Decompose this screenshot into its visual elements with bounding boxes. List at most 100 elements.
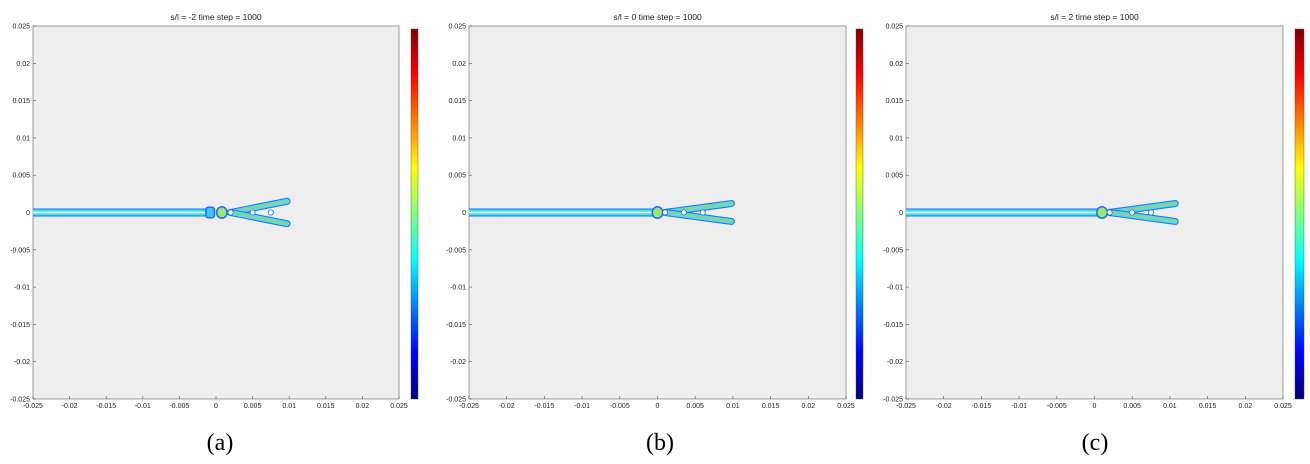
y-tick-label: 0.005 — [12, 173, 30, 180]
x-tick-label: 0.005 — [244, 403, 262, 410]
x-tick-label: -0.015 — [971, 403, 991, 410]
y-tick-label: -0.02 — [450, 359, 466, 366]
chart-a: s/l = -2 time step = 1000 -0.025 -0.02 -0.0… — [10, 12, 419, 410]
y-tick-label: 0.015 — [885, 98, 903, 105]
y-tick-label: 0.01 — [16, 135, 30, 142]
x-tick-label: 0.02 — [356, 403, 370, 410]
panel-c: s/l = 2 time step = 1000 -0.025 -0.02 -0.01… — [875, 0, 1310, 464]
x-tick-label: 0.015 — [317, 403, 335, 410]
y-tick-label: -0.025 — [446, 397, 466, 404]
caption-c: (c) — [1081, 430, 1109, 456]
crack-hole — [699, 209, 706, 216]
x-tick-label: 0.025 — [1274, 403, 1292, 410]
colorbar — [410, 28, 419, 400]
crack-core — [469, 211, 656, 214]
y-tick-label: 0.025 — [12, 24, 30, 31]
crack-path — [469, 200, 735, 225]
y-tick-label: 0.005 — [885, 173, 903, 180]
y-tick-label: 0.025 — [448, 24, 466, 31]
crack-hole — [267, 209, 274, 216]
x-tick-label: -0.02 — [62, 403, 78, 410]
x-tick-label: -0.01 — [135, 403, 151, 410]
crack-hole — [1129, 209, 1136, 216]
crack-hole — [227, 209, 234, 216]
y-tick-label: 0.005 — [448, 173, 466, 180]
branch-bulb — [653, 207, 662, 218]
x-tick-label: 0 — [214, 403, 218, 410]
caption-b: (b) — [646, 430, 674, 456]
branch-bulb — [1097, 207, 1107, 218]
x-tick-label: 0.005 — [1123, 403, 1141, 410]
y-tick-label: -0.025 — [10, 397, 30, 404]
x-tick-label: -0.025 — [23, 403, 43, 410]
chart-c: s/l = 2 time step = 1000 -0.025 -0.02 -0.01… — [883, 12, 1305, 410]
y-tick-label: 0.01 — [889, 135, 903, 142]
branch-upper-core — [230, 200, 288, 214]
y-tick-label: 0 — [462, 210, 466, 217]
x-tick-label: -0.025 — [459, 403, 479, 410]
y-tick-label: -0.015 — [883, 322, 903, 329]
branch-upper-core — [1109, 202, 1176, 214]
x-tick-label: 0.025 — [390, 403, 408, 410]
x-tick-label: 0.015 — [762, 403, 780, 410]
y-tick-label: 0.015 — [12, 98, 30, 105]
crack-core — [906, 211, 1099, 214]
branch-upper-core — [664, 202, 732, 214]
chart-title: s/l = 2 time step = 1000 — [1050, 12, 1139, 22]
x-tick-label: 0.005 — [686, 403, 704, 410]
crack-path — [33, 197, 291, 228]
y-tick-label: -0.02 — [887, 359, 903, 366]
x-tick-label: -0.02 — [499, 403, 515, 410]
y-tick-label: -0.02 — [14, 359, 30, 366]
crack-hole — [680, 209, 687, 216]
panel-b: s/l = 0 time step = 1000 -0.025 -0.02 -0.01… — [437, 0, 877, 464]
damage-blob-core — [206, 208, 214, 217]
x-tick-label: 0 — [1093, 403, 1097, 410]
colorbar — [855, 28, 864, 400]
y-tick-label: 0.02 — [889, 61, 903, 68]
y-tick-label: -0.015 — [446, 322, 466, 329]
x-tick-label: -0.005 — [1047, 403, 1067, 410]
y-tick-label: -0.025 — [883, 397, 903, 404]
crack-path — [906, 200, 1179, 225]
y-tick-label: -0.005 — [446, 247, 466, 254]
x-tick-label: 0.02 — [801, 403, 815, 410]
branch-lower-core — [230, 211, 288, 225]
x-tick-label: -0.005 — [610, 403, 630, 410]
crack-hole — [1148, 209, 1155, 216]
y-tick-label: 0.015 — [448, 98, 466, 105]
y-tick-label: 0 — [899, 210, 903, 217]
y-tick-label: -0.01 — [887, 285, 903, 292]
y-tick-label: -0.005 — [883, 247, 903, 254]
y-tick-label: 0.02 — [452, 61, 466, 68]
y-tick-label: -0.005 — [10, 247, 30, 254]
branch-lower-core — [1109, 211, 1176, 223]
crack-hole — [662, 209, 669, 216]
branch-bulb — [217, 207, 227, 218]
x-tick-label: 0.01 — [282, 403, 296, 410]
x-tick-label: 0.025 — [837, 403, 855, 410]
x-tick-label: -0.01 — [1011, 403, 1027, 410]
chart-title: s/l = 0 time step = 1000 — [613, 12, 702, 22]
x-tick-label: -0.015 — [96, 403, 116, 410]
crack-hole — [249, 209, 256, 216]
y-tick-label: -0.01 — [14, 285, 30, 292]
y-tick-label: 0.01 — [452, 135, 466, 142]
x-tick-label: -0.02 — [936, 403, 952, 410]
y-tick-label: 0.025 — [885, 24, 903, 31]
chart-b: s/l = 0 time step = 1000 -0.025 -0.02 -0.01… — [446, 12, 864, 410]
x-tick-label: 0.01 — [1163, 403, 1177, 410]
y-tick-label: 0 — [26, 210, 30, 217]
x-tick-label: 0.01 — [726, 403, 740, 410]
y-tick-label: 0.02 — [16, 61, 30, 68]
colorbar — [1294, 28, 1305, 400]
x-tick-label: -0.01 — [574, 403, 590, 410]
y-tick-label: -0.01 — [450, 285, 466, 292]
crack-core — [33, 211, 209, 214]
branch-lower-core — [664, 211, 732, 223]
x-tick-label: -0.015 — [534, 403, 554, 410]
x-tick-label: 0 — [656, 403, 660, 410]
crack-hole — [1106, 209, 1113, 216]
panel-a: s/l = -2 time step = 1000 -0.025 -0.02 -0.0… — [0, 0, 440, 464]
x-tick-label: -0.005 — [169, 403, 189, 410]
